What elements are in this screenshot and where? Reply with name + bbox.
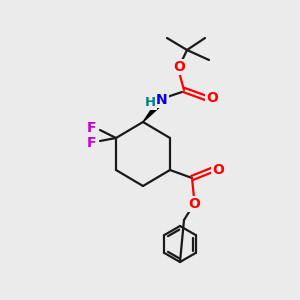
Text: O: O	[206, 91, 218, 105]
Text: O: O	[188, 197, 200, 211]
Text: F: F	[87, 136, 97, 150]
Text: H: H	[144, 95, 156, 109]
Text: O: O	[212, 163, 224, 177]
Text: F: F	[87, 121, 97, 135]
Text: O: O	[173, 60, 185, 74]
Polygon shape	[143, 98, 165, 122]
Text: N: N	[156, 93, 168, 107]
